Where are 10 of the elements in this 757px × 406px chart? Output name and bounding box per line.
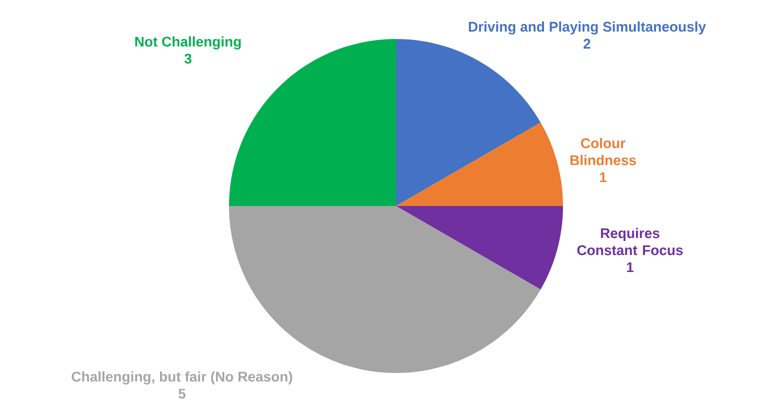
data-label: 5 [178,388,186,399]
slice-label: Driving and Playing Simultaneously [468,21,706,35]
slice-label: Not Challenging [135,36,241,50]
slice-label: Requires Constant Focus [577,228,683,256]
slice-label: Challenging, but fair (No Reason) [72,371,292,384]
data-label: 1 [626,262,634,272]
slice-label: Colour Blindness [570,138,636,166]
data-label: 3 [184,54,192,64]
data-label: 1 [600,172,607,182]
data-label: 2 [584,38,590,49]
